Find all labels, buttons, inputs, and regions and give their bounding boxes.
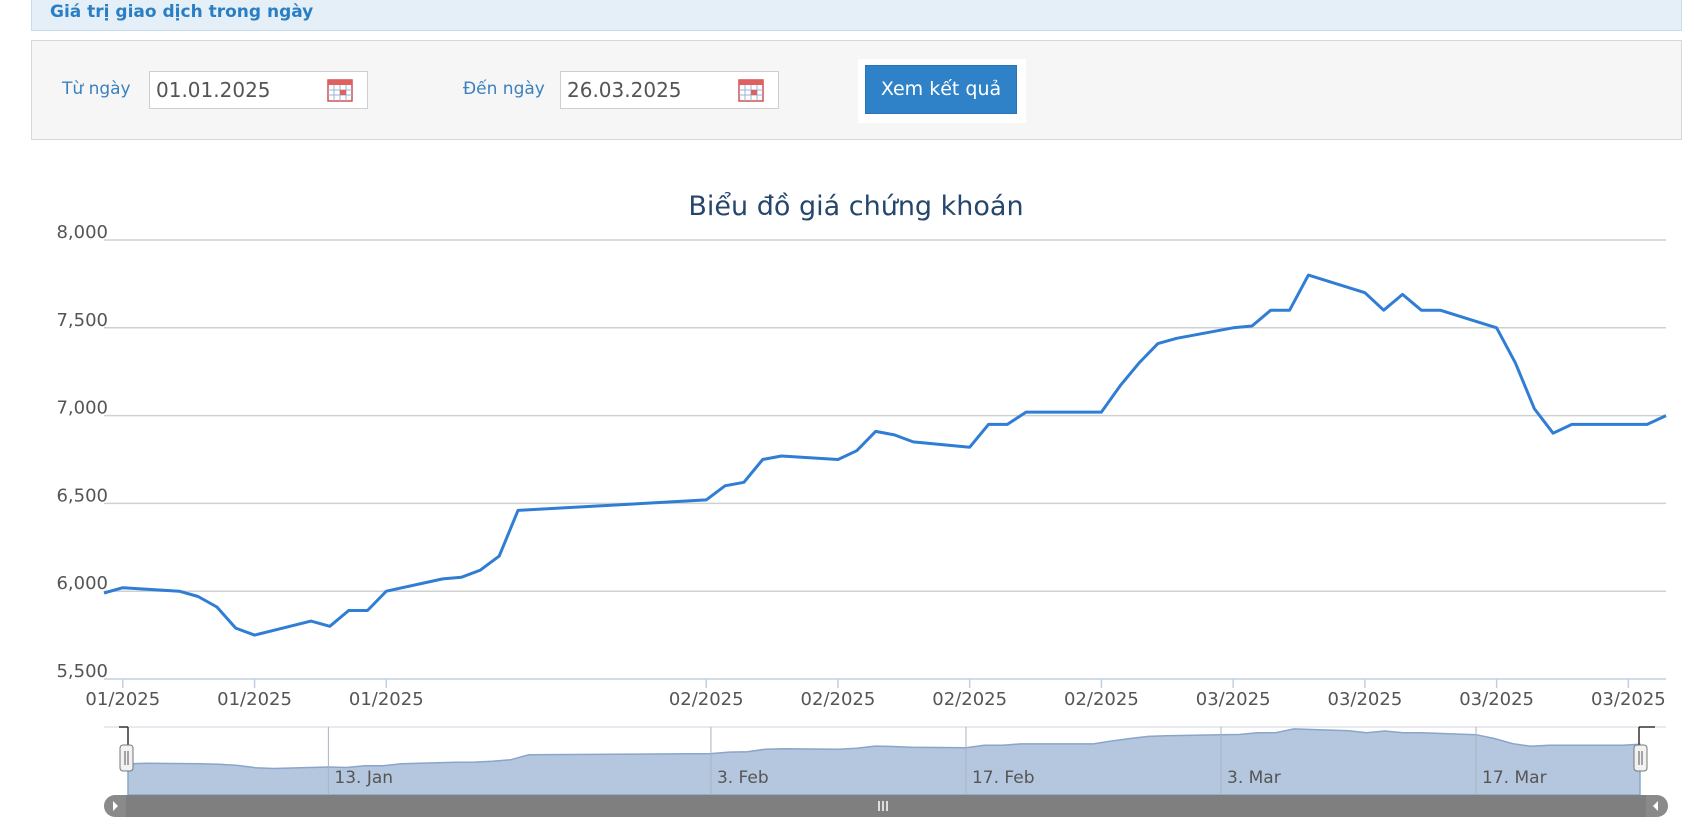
x-tick-label: 02/2025 bbox=[801, 689, 876, 710]
navigator-tick-label: 17. Mar bbox=[1482, 768, 1547, 788]
navigator-series-area bbox=[127, 728, 1641, 796]
view-results-button[interactable]: Xem kết quả bbox=[865, 65, 1017, 114]
navigator-tick-label: 3. Mar bbox=[1227, 768, 1281, 788]
price-series-line bbox=[103, 273, 1667, 637]
arrow-left-icon[interactable] bbox=[113, 801, 118, 811]
y-tick-label: 5,500 bbox=[56, 661, 108, 682]
section-title: Giá trị giao dịch trong ngày bbox=[50, 2, 314, 22]
x-tick-label: 03/2025 bbox=[1196, 689, 1271, 710]
x-tick-label: 03/2025 bbox=[1328, 689, 1403, 710]
x-tick-label: 02/2025 bbox=[669, 689, 744, 710]
submit-button-frame: Xem kết quả bbox=[858, 59, 1026, 123]
arrow-right-icon[interactable] bbox=[1653, 801, 1658, 811]
from-date-label: Từ ngày bbox=[62, 79, 131, 99]
y-axis: 8,000 7,500 7,000 6,500 6,000 5,500 bbox=[56, 222, 108, 682]
section-header: Giá trị giao dịch trong ngày bbox=[31, 0, 1682, 31]
to-date-field[interactable] bbox=[560, 71, 779, 109]
x-axis: 01/2025 01/2025 01/2025 02/2025 02/2025 02/20… bbox=[85, 679, 1666, 710]
to-date-input[interactable] bbox=[567, 76, 737, 104]
x-tick-label: 01/2025 bbox=[349, 689, 424, 710]
y-tick-label: 6,000 bbox=[56, 573, 108, 594]
scrollbar-thumb[interactable] bbox=[126, 795, 1646, 817]
y-tick-label: 7,000 bbox=[56, 398, 108, 419]
navigator-right-handle[interactable] bbox=[1633, 744, 1648, 772]
x-tick-label: 03/2025 bbox=[1591, 689, 1666, 710]
date-filter-panel: Từ ngày Đến ngày Xem kết quả bbox=[31, 40, 1682, 140]
chart-grid bbox=[104, 239, 1666, 680]
navigator[interactable]: 13. Jan 3. Feb 17. Feb 3. Mar 17. Mar bbox=[104, 726, 1666, 796]
x-tick-label: 03/2025 bbox=[1459, 689, 1534, 710]
from-date-field[interactable] bbox=[149, 71, 368, 109]
navigator-tick-label: 3. Feb bbox=[717, 768, 769, 788]
to-date-label: Đến ngày bbox=[463, 79, 545, 99]
x-tick-label: 02/2025 bbox=[1064, 689, 1139, 710]
from-date-input[interactable] bbox=[156, 76, 326, 104]
chart-title: Biểu đồ giá chứng khoán bbox=[688, 191, 1023, 222]
y-tick-label: 7,500 bbox=[56, 310, 108, 331]
navigator-tick-label: 13. Jan bbox=[334, 768, 393, 788]
x-tick-label: 02/2025 bbox=[932, 689, 1007, 710]
navigator-scrollbar[interactable] bbox=[104, 795, 1668, 817]
calendar-icon[interactable] bbox=[738, 77, 764, 103]
y-tick-label: 6,500 bbox=[56, 485, 108, 506]
calendar-icon[interactable] bbox=[327, 77, 353, 103]
navigator-tick-label: 17. Feb bbox=[972, 768, 1035, 788]
grip-icon[interactable] bbox=[878, 801, 888, 811]
y-tick-label: 8,000 bbox=[56, 222, 108, 243]
x-tick-label: 01/2025 bbox=[217, 689, 292, 710]
navigator-left-handle[interactable] bbox=[119, 744, 134, 772]
x-tick-label: 01/2025 bbox=[85, 689, 160, 710]
